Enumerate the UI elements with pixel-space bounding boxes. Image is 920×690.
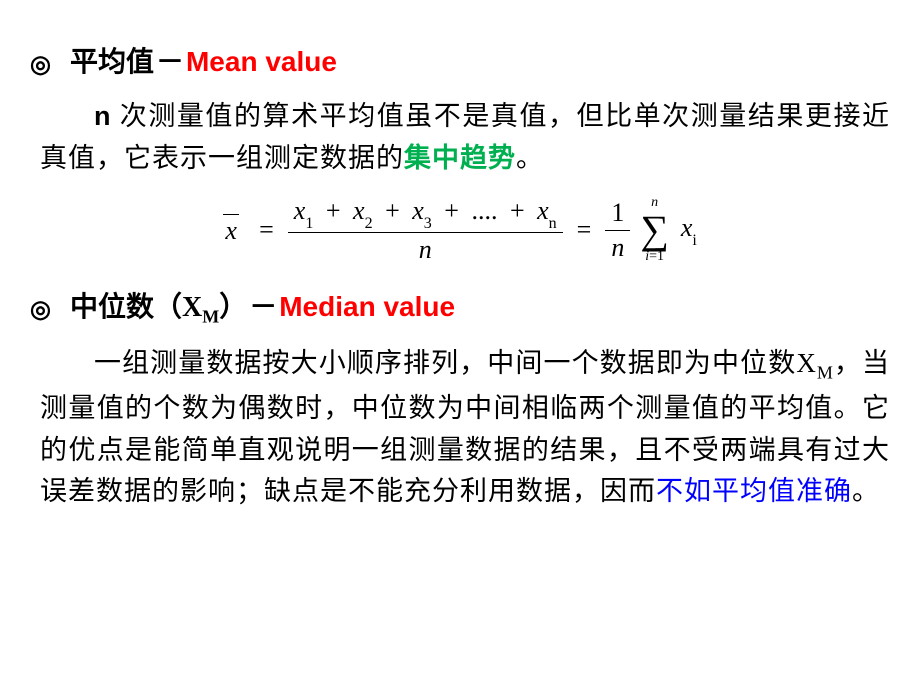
mean-cn-label: 平均值	[70, 47, 154, 78]
dash-1: －	[156, 47, 184, 78]
mean-formula: x = x1 + x2 + x3 + .... + xn n = 1 n n ∑…	[30, 194, 890, 267]
bullet-icon: ◎	[30, 50, 51, 79]
n-symbol: n	[94, 101, 112, 131]
xbar-symbol: x	[223, 214, 239, 246]
median-paragraph: 一组测量数据按大小顺序排列，中间一个数据即为中位数XM，当测量值的个数为偶数时，…	[40, 343, 890, 513]
sigma-symbol: n ∑ i=1	[640, 196, 669, 264]
median-text-1: 一组测量数据按大小顺序排列，中间一个数据即为中位数	[94, 348, 796, 378]
equals-2: =	[577, 215, 592, 245]
median-text-end: 。	[852, 476, 880, 506]
xm-inline: X	[796, 348, 817, 378]
median-heading: ◎ 中位数（XM）－Median value	[30, 285, 890, 328]
median-cn-label: 中位数（XM）	[70, 292, 247, 323]
median-en-label: Median value	[279, 291, 455, 322]
mean-text-end: 。	[516, 143, 544, 173]
dash-2: －	[249, 292, 277, 323]
fraction-numerator: x1 + x2 + x3 + .... + xn	[288, 194, 563, 232]
mean-paragraph: n 次测量值的算术平均值虽不是真值，但比单次测量结果更接近真值，它表示一组测定数…	[40, 96, 890, 180]
mean-heading: ◎ 平均值－Mean value	[30, 40, 890, 80]
green-term: 集中趋势	[404, 143, 516, 173]
xbar-x: x	[225, 216, 237, 246]
bullet-icon-2: ◎	[30, 295, 51, 324]
fraction-one-over-n: 1 n	[605, 196, 630, 265]
fraction-expanded: x1 + x2 + x3 + .... + xn n	[288, 194, 563, 267]
mean-en-label: Mean value	[186, 46, 337, 77]
blue-term: 不如平均值准确	[656, 476, 852, 506]
xi-term: xi	[681, 213, 697, 247]
fraction-denominator: n	[413, 233, 438, 267]
equals-1: =	[259, 215, 274, 245]
